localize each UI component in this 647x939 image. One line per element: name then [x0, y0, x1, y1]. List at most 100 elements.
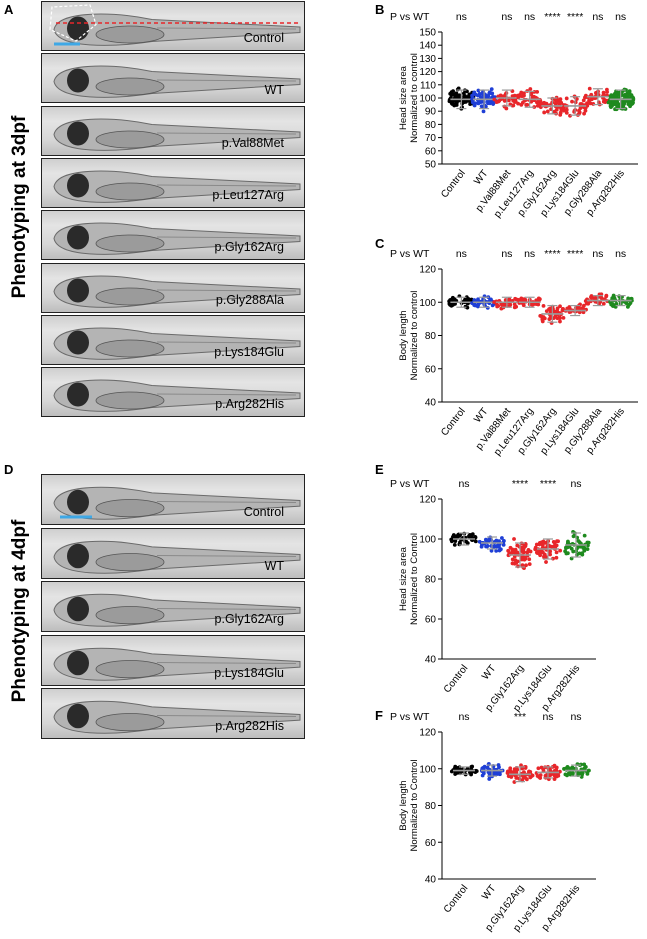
data-point	[506, 548, 511, 553]
y-axis-label: Body length	[398, 310, 409, 360]
y-tick-label: 60	[425, 146, 437, 157]
data-point	[527, 557, 532, 562]
series-WT	[477, 535, 506, 553]
data-point	[603, 100, 608, 105]
4dpf-image-2: p.Gly162Arg	[41, 581, 305, 633]
series-Control	[449, 764, 479, 777]
data-point	[541, 303, 546, 308]
data-point	[569, 546, 574, 551]
x-tick-label: WT	[480, 663, 498, 682]
x-tick-label: Control	[439, 168, 468, 200]
data-point	[492, 97, 497, 102]
y-tick-label: 120	[419, 67, 436, 78]
series-p.Lys184Glu	[560, 302, 588, 317]
data-point	[515, 543, 520, 548]
y-tick-label: 100	[419, 764, 436, 775]
series-p.Val88Met	[492, 296, 522, 311]
significance-label: ns	[456, 11, 467, 23]
data-point	[564, 96, 569, 101]
data-point	[621, 93, 626, 98]
data-point	[581, 98, 586, 103]
chart-body-length-4dpf: P vs WT ns *** ns ns 40 60 80 100 120 Body length N…	[390, 711, 596, 934]
3dpf-image-2: p.Val88Met	[41, 105, 305, 156]
data-point	[540, 543, 545, 547]
y-tick-label: 50	[425, 160, 437, 171]
data-point	[589, 295, 594, 300]
data-point	[452, 542, 457, 547]
data-point	[532, 94, 536, 99]
y-tick-label: 40	[425, 398, 437, 409]
data-point	[512, 305, 517, 310]
data-point	[582, 766, 587, 770]
data-point	[513, 548, 518, 553]
data-point	[582, 533, 587, 538]
data-point	[485, 538, 490, 543]
data-point	[496, 303, 501, 308]
panel-letter-d: D	[4, 462, 14, 477]
data-point	[510, 94, 515, 99]
larva-silhouette	[53, 379, 301, 412]
y-tick-label: 140	[419, 41, 436, 52]
data-point	[542, 554, 546, 559]
data-point	[504, 106, 509, 111]
image-label: p.Lys184Glu	[214, 665, 284, 680]
data-point	[478, 95, 483, 99]
data-point	[469, 772, 474, 777]
data-point	[537, 551, 542, 556]
y-tick-label: 80	[425, 575, 437, 586]
data-point	[496, 763, 501, 767]
y-axis-label: Normalized to Control	[409, 760, 420, 852]
3dpf-image-5: p.Gly288Ala	[41, 262, 305, 313]
data-point	[564, 766, 568, 771]
data-point	[454, 91, 458, 96]
data-point	[472, 91, 476, 96]
data-point	[510, 561, 515, 566]
data-point	[524, 103, 529, 107]
data-point	[519, 763, 523, 768]
3dpf-image-6: p.Lys184Glu	[41, 314, 305, 365]
data-point	[544, 560, 548, 564]
data-point	[589, 92, 594, 97]
data-point	[462, 94, 466, 99]
data-point	[519, 555, 524, 559]
series-p.Arg282His	[606, 87, 636, 112]
data-point	[479, 104, 484, 109]
data-point	[577, 540, 582, 545]
data-point	[494, 100, 499, 104]
data-point	[476, 93, 480, 98]
stat-label: P vs WT	[390, 11, 430, 23]
x-tick-label: Control	[442, 663, 471, 695]
x-tick-label: Control	[439, 406, 468, 438]
data-point	[629, 298, 634, 303]
data-point	[451, 534, 455, 539]
data-point	[468, 102, 473, 106]
y-tick-label: 60	[425, 364, 437, 375]
data-point	[521, 303, 526, 308]
image-label: Control	[243, 505, 284, 519]
significance-label: ****	[512, 478, 528, 490]
data-point	[577, 110, 582, 115]
data-point	[555, 309, 559, 314]
significance-label: ns	[615, 11, 626, 23]
3dpf-image-3: p.Leu127Arg	[41, 157, 305, 208]
data-point	[541, 315, 546, 319]
data-point	[480, 766, 485, 771]
data-point	[611, 99, 616, 104]
y-tick-label: 150	[419, 28, 436, 39]
data-point	[527, 562, 532, 566]
significance-label: ns	[501, 11, 512, 23]
data-point	[528, 87, 533, 91]
data-point	[614, 302, 619, 306]
data-point	[607, 99, 612, 104]
larva-silhouette	[53, 486, 301, 520]
data-point	[567, 770, 572, 775]
image-label: p.Arg282His	[215, 719, 284, 734]
larva-silhouette	[53, 170, 301, 203]
data-point	[473, 101, 477, 106]
data-point	[558, 112, 563, 117]
y-tick-label: 100	[419, 94, 436, 105]
significance-label: ****	[567, 11, 583, 23]
data-point	[512, 537, 516, 541]
data-point	[470, 764, 475, 769]
data-point	[568, 113, 572, 118]
